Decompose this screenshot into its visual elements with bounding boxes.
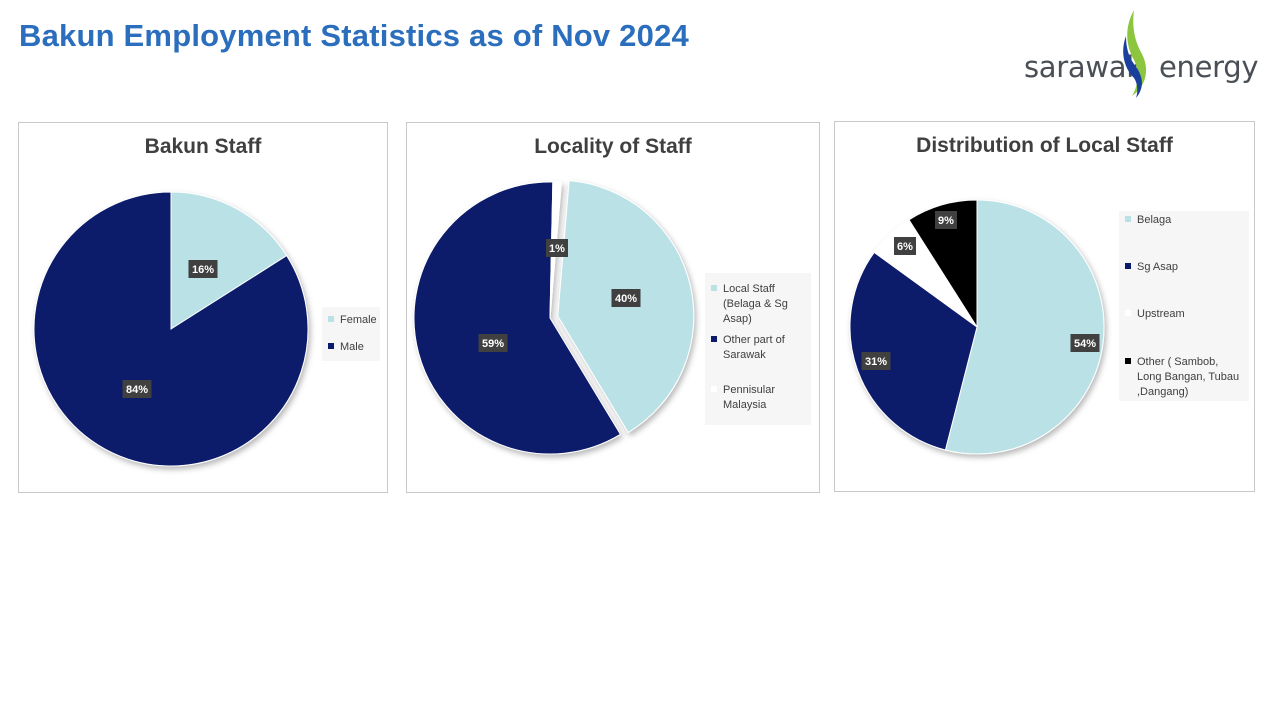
pie-chart-locality-of-staff: 40% 59% 1% [413, 180, 695, 455]
data-label: 16% [192, 264, 214, 276]
legend-item: Pennisular Malaysia [711, 383, 807, 415]
data-label-box [894, 237, 916, 255]
legend-label: Other ( Sambob, Long Bangan, Tubau ,Dang… [1137, 356, 1240, 398]
data-label: 84% [126, 384, 148, 396]
legend-swatch [711, 285, 717, 291]
logo-text-energy: energy [1159, 50, 1259, 84]
data-label: 54% [1074, 338, 1096, 350]
chart-title: Locality of Staff [534, 135, 692, 158]
legend-label: Other part of Sarawak [723, 334, 785, 361]
chart-title: Bakun Staff [144, 135, 262, 158]
legend-label: Belaga [1137, 214, 1172, 226]
legend-item: Other ( Sambob, Long Bangan, Tubau ,Dang… [1125, 355, 1245, 401]
chart-legend: Local Staff (Belaga & Sg Asap) Other par… [705, 273, 811, 425]
data-label-box [935, 211, 957, 229]
legend-item: Male [328, 340, 376, 356]
pie-slice [908, 199, 978, 329]
legend-swatch [1125, 263, 1131, 269]
data-label: 6% [897, 241, 913, 253]
chart-panel-bakun-staff: Bakun Staff 16% 84% Female Male [18, 122, 388, 493]
pie-chart-bakun-staff: 16% 84% [33, 191, 309, 467]
data-label: 59% [482, 338, 504, 350]
legend-item: Upstream [1125, 307, 1245, 323]
data-label-box [861, 352, 891, 370]
legend-swatch [328, 343, 334, 349]
legend-item: Local Staff (Belaga & Sg Asap) [711, 282, 807, 325]
data-label: 31% [865, 356, 887, 368]
legend-label: Female [340, 314, 377, 326]
pie-slice [849, 251, 978, 451]
flame-icon [1123, 10, 1147, 98]
legend-swatch [1125, 216, 1131, 222]
logo-text-sarawak: sarawak [1024, 50, 1143, 84]
data-label: 40% [615, 293, 637, 305]
sarawak-energy-logo: sarawak energy [1022, 8, 1259, 100]
data-label-box [1070, 334, 1100, 352]
pie-slice [413, 181, 622, 455]
legend-label: Pennisular Malaysia [723, 384, 775, 411]
legend-item: Other part of Sarawak [711, 333, 807, 365]
pie-slice [944, 199, 1105, 455]
legend-item: Female [328, 313, 377, 329]
legend-swatch [1125, 358, 1131, 364]
pie-slice [33, 191, 309, 467]
data-label-box [546, 239, 568, 257]
data-label-box [122, 380, 152, 398]
legend-swatch [711, 386, 717, 392]
legend-label: Male [340, 341, 364, 353]
data-label-box [478, 334, 508, 352]
pie-slice [170, 191, 288, 330]
data-label-box [188, 260, 218, 278]
legend-swatch [328, 316, 334, 322]
chart-panel-distribution-of-local-staff: Distribution of Local Staff 54% 31% 6% 9% B… [834, 121, 1255, 492]
chart-legend: Female Male [322, 307, 380, 361]
legend-swatch [711, 336, 717, 342]
legend-label: Sg Asap [1137, 261, 1178, 273]
legend-swatch [1125, 310, 1131, 316]
chart-legend: Belaga Sg Asap Upstream Other ( Sambob, … [1119, 211, 1249, 401]
legend-label: Upstream [1137, 308, 1185, 320]
legend-item: Sg Asap [1125, 260, 1245, 276]
legend-item: Belaga [1125, 213, 1245, 229]
chart-title: Distribution of Local Staff [916, 134, 1173, 157]
chart-panel-locality-of-staff: Locality of Staff 40% 59% 1% Local Staff (… [406, 122, 820, 493]
pie-chart-distribution-of-local-staff: 54% 31% 6% 9% [849, 199, 1105, 455]
data-label: 9% [938, 215, 954, 227]
data-label: 1% [549, 243, 565, 255]
legend-label: Local Staff (Belaga & Sg Asap) [723, 283, 788, 325]
data-label-box [611, 289, 641, 307]
page-title: Bakun Employment Statistics as of Nov 20… [19, 18, 689, 53]
